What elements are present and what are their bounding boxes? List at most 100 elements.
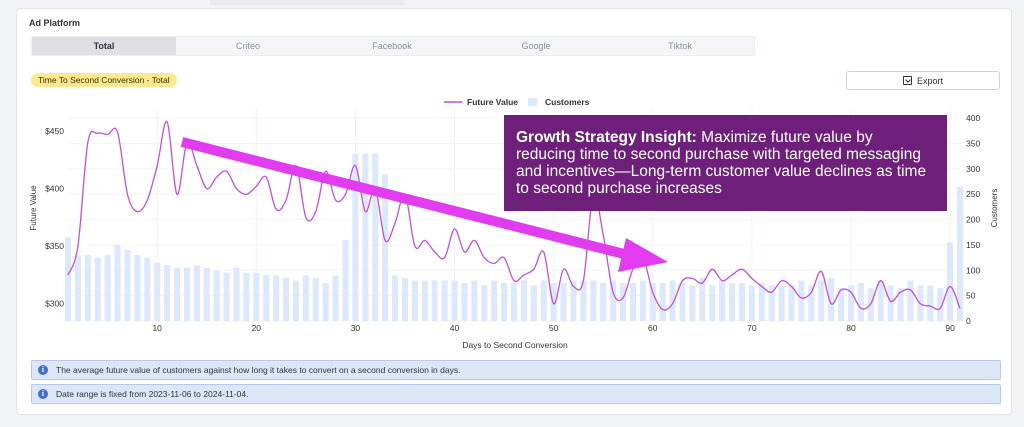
customer-bar <box>709 285 716 321</box>
x-tick-label: 30 <box>351 323 361 333</box>
customer-bar <box>164 265 171 321</box>
customer-bar <box>481 285 488 321</box>
y-axis-left-ticks: $300 $350 $400 $450 <box>45 126 64 309</box>
customer-bar <box>302 275 309 321</box>
x-tick-label: 20 <box>252 323 262 333</box>
section-heading: Ad Platform <box>29 18 81 28</box>
platform-tabs: Total Criteo Facebook Google Tiktok <box>31 36 755 56</box>
customer-bar <box>431 280 438 321</box>
trend-arrow-head <box>618 238 668 272</box>
customer-bar <box>183 267 191 321</box>
customer-bar <box>382 173 389 321</box>
insight-title: Growth Strategy Insight: <box>516 129 697 146</box>
customer-bar <box>520 280 527 321</box>
customer-bar <box>134 255 141 321</box>
y-right-tick-label: 0 <box>966 316 971 326</box>
x-tick-label: 70 <box>747 323 757 333</box>
customer-bar <box>610 280 617 321</box>
customer-bar <box>372 153 379 321</box>
customer-bar <box>530 285 537 321</box>
customer-bar <box>104 255 111 321</box>
customer-bar <box>778 285 785 321</box>
customer-bar <box>322 282 329 321</box>
customer-bar <box>243 272 250 321</box>
customer-bar <box>233 267 240 321</box>
y-axis-left-label: Future Value <box>29 185 38 231</box>
customer-bar <box>312 277 319 321</box>
tab-google[interactable]: Google <box>521 41 551 51</box>
customer-bar <box>471 280 478 321</box>
y-right-tick-label: 50 <box>966 291 976 301</box>
insight-callout: Growth Strategy Insight: Maximize future… <box>504 115 947 211</box>
x-tick-label: 10 <box>152 323 162 333</box>
customer-bar <box>619 282 627 321</box>
customer-bar <box>877 280 884 321</box>
customer-bar <box>857 282 864 321</box>
customer-bar <box>223 272 230 321</box>
tab-facebook[interactable]: Facebook <box>372 41 412 51</box>
customer-bar <box>332 275 339 321</box>
customer-bar <box>590 280 597 321</box>
customer-bar <box>203 267 210 321</box>
customer-bar <box>144 257 151 321</box>
customer-bar <box>887 285 894 321</box>
customer-bar <box>699 277 706 321</box>
future-value-line <box>67 121 961 311</box>
customer-bar <box>738 282 746 321</box>
customer-bar <box>669 280 676 321</box>
customer-bar <box>193 265 200 321</box>
customer-bars <box>64 153 964 321</box>
y-left-tick-label: $300 <box>45 299 64 309</box>
download-icon <box>902 76 912 85</box>
x-tick-label: 40 <box>450 323 460 333</box>
export-button[interactable]: Export <box>846 71 1000 90</box>
y-left-tick-label: $450 <box>45 126 64 136</box>
customer-bar <box>362 153 369 321</box>
customer-bar <box>64 237 72 321</box>
y-axis-right-label: Customers <box>990 189 999 228</box>
x-tick-label: 90 <box>945 323 955 333</box>
customer-bar <box>540 280 547 321</box>
legend-line-label: Future Value <box>467 97 518 107</box>
legend-bar-swatch <box>528 98 537 106</box>
trend-arrow-shaft <box>180 137 638 262</box>
customer-bar <box>679 282 686 321</box>
y-right-tick-label: 300 <box>966 164 980 174</box>
customer-bar <box>94 257 101 321</box>
tab-criteo[interactable]: Criteo <box>235 41 260 51</box>
x-tick-label: 80 <box>846 323 856 333</box>
customer-bar <box>580 280 587 321</box>
customer-bar <box>84 255 91 321</box>
customer-bar <box>510 282 518 321</box>
customer-bar <box>501 282 508 321</box>
customer-bar <box>421 280 428 321</box>
info-banner-date-range: i Date range is fixed from 2023-11-06 to… <box>31 384 1001 404</box>
customer-bar <box>491 280 498 321</box>
customer-bar <box>154 262 161 321</box>
customer-bar <box>213 270 220 321</box>
customer-bar <box>659 282 666 321</box>
tab-total[interactable]: Total <box>32 37 176 55</box>
tab-tiktok[interactable]: Tiktok <box>668 41 692 51</box>
customer-bar <box>798 280 805 321</box>
y-left-tick-label: $350 <box>45 241 64 251</box>
customer-bar <box>124 250 131 321</box>
customer-bar <box>927 285 934 321</box>
y-right-tick-label: 150 <box>966 240 980 250</box>
chart-card: Ad Platform Total Criteo Facebook Google… <box>16 8 1012 415</box>
customer-bar <box>719 280 726 321</box>
customer-bar <box>401 277 409 321</box>
customer-bar <box>907 280 914 321</box>
customer-bar <box>441 280 448 321</box>
customer-bar <box>808 285 815 321</box>
x-axis-ticks: 10 20 30 40 50 60 70 80 90 <box>152 323 955 333</box>
customer-bar <box>837 288 845 321</box>
y-right-tick-label: 100 <box>966 265 980 275</box>
y-right-tick-label: 250 <box>966 189 980 199</box>
y-left-tick-label: $400 <box>45 184 64 194</box>
y-axis-right-ticks: 0 50 100 150 200 250 300 350 400 <box>966 113 980 326</box>
customer-bar <box>263 275 270 321</box>
customer-bar <box>391 275 399 321</box>
customer-bar <box>352 153 359 321</box>
